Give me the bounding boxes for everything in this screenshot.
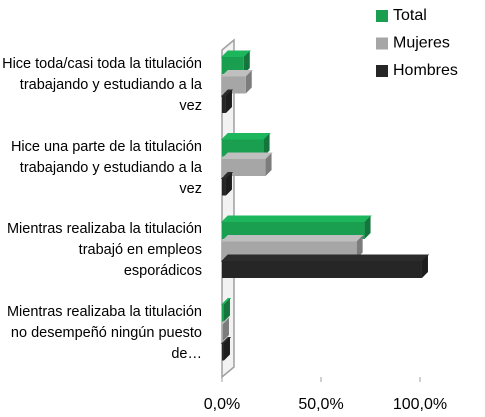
category-label: Mientras realizaba la titulación trabajó… bbox=[6, 221, 202, 279]
bar-top bbox=[220, 133, 271, 140]
bar-top bbox=[220, 254, 430, 262]
legend-label: Mujeres bbox=[393, 35, 450, 52]
bar-top bbox=[220, 152, 273, 160]
category-label: Hice toda/casi toda la titulación trabaj… bbox=[2, 56, 202, 114]
legend-label: Hombres bbox=[393, 62, 458, 79]
bar-side bbox=[223, 337, 230, 361]
bar bbox=[222, 304, 224, 322]
bar bbox=[222, 222, 365, 239]
bar-top bbox=[220, 215, 372, 223]
bar-side bbox=[364, 216, 371, 239]
legend-label: Total bbox=[393, 7, 427, 24]
bar bbox=[222, 76, 246, 94]
bar bbox=[222, 96, 226, 113]
bar-side bbox=[222, 318, 229, 341]
legend-swatch bbox=[376, 37, 388, 50]
bar bbox=[222, 343, 224, 361]
legend-swatch bbox=[376, 65, 388, 77]
bar-top bbox=[220, 235, 364, 242]
bar bbox=[222, 261, 422, 278]
bar-side bbox=[223, 298, 230, 322]
category-label: Hice una parte de la titulación trabajan… bbox=[10, 138, 202, 197]
legend-swatch bbox=[376, 10, 388, 22]
bar-side bbox=[225, 172, 232, 196]
bar-side bbox=[263, 133, 270, 157]
bar bbox=[222, 159, 266, 176]
x-tick-label: 100,0% bbox=[393, 396, 447, 413]
bar bbox=[222, 178, 226, 196]
x-tick-label: 50,0% bbox=[298, 396, 343, 413]
bar-side bbox=[225, 90, 232, 113]
bar bbox=[222, 57, 244, 74]
bar-side bbox=[265, 153, 272, 176]
x-tick-label: 0,0% bbox=[204, 396, 240, 413]
bar-side bbox=[421, 255, 428, 278]
bar-side bbox=[356, 235, 363, 259]
bar bbox=[222, 324, 223, 341]
bar bbox=[222, 139, 264, 157]
bar bbox=[222, 241, 357, 259]
category-label: Mientras realizaba la titulación no dese… bbox=[6, 303, 202, 362]
bar-side bbox=[243, 51, 250, 74]
bar-side bbox=[245, 70, 252, 94]
